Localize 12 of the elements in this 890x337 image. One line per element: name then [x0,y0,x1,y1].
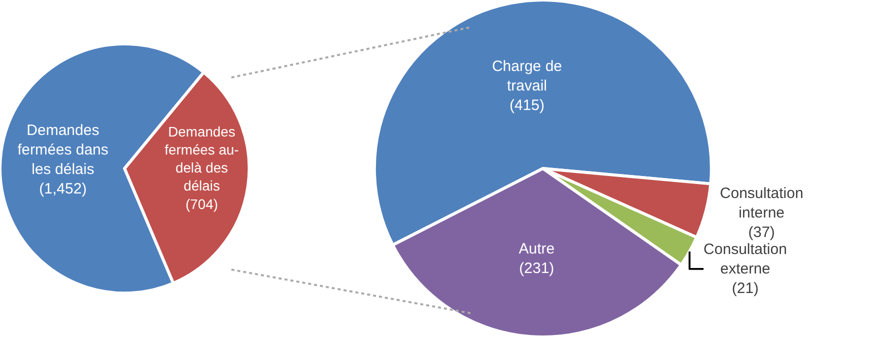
data-label: (37) [748,224,775,241]
slice-label: Autre [518,240,555,258]
slice-label: Demandes fermées au-delà des délais [164,124,240,194]
slice-label: Consultation externe [704,240,787,278]
slice-label: Charge de travail [492,58,562,94]
slice-label: Consultation interne [720,184,804,222]
slice-label: Demandes fermées dans les délais [17,122,108,178]
data-label: (415) [509,96,544,114]
data-label: (704) [186,196,218,212]
data-label: (1,452) [39,180,87,198]
data-label: (21) [732,280,759,297]
data-label: (231) [519,260,554,278]
